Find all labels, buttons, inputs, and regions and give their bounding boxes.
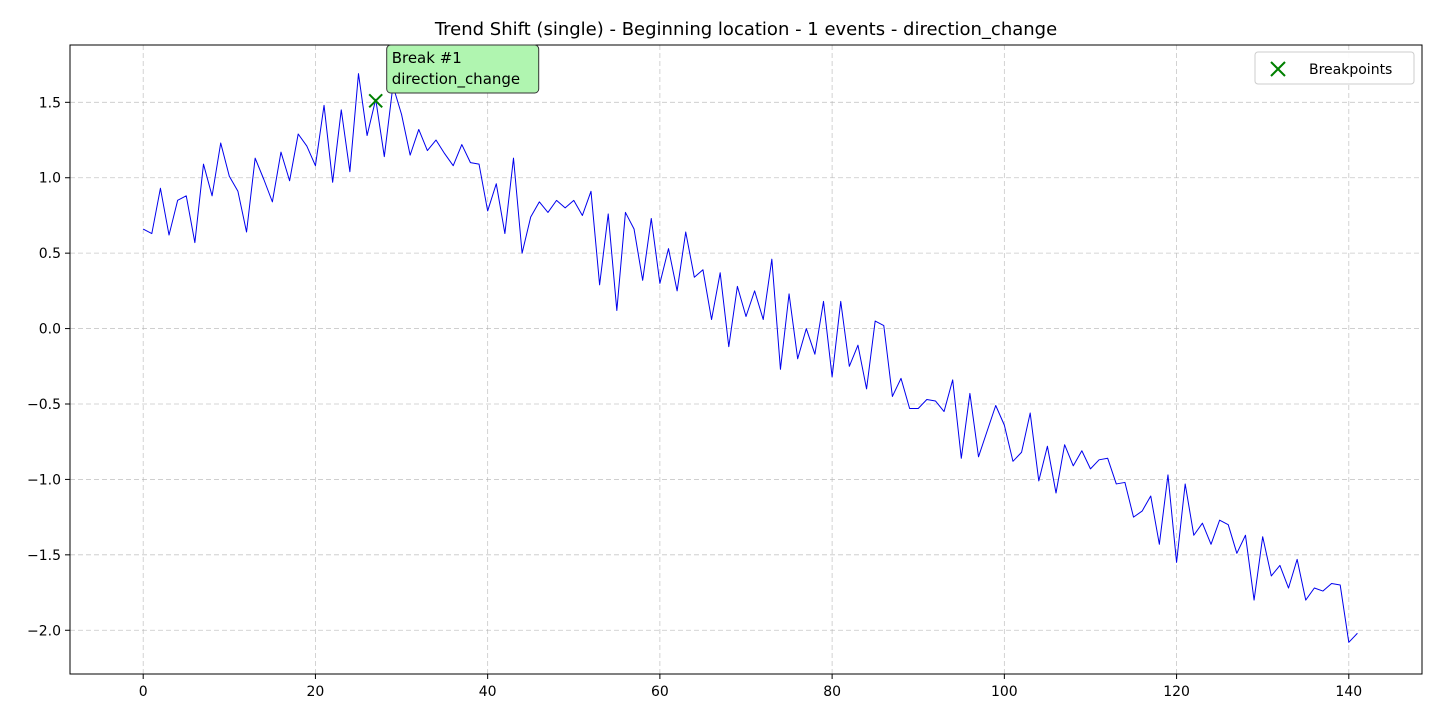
legend-marker — [1270, 61, 1286, 77]
legend[interactable]: Breakpoints — [1254, 51, 1415, 85]
y-tick-label: −2.0 — [27, 623, 61, 639]
annotation-line-1: Break #1 — [392, 49, 462, 67]
x-tick-label: 40 — [479, 684, 497, 700]
breakpoint-marker — [368, 93, 383, 109]
x-tick-label: 60 — [651, 684, 669, 700]
series-layer — [142, 73, 1358, 643]
legend-label: Breakpoints — [1309, 62, 1392, 78]
y-tick-label: 1.5 — [39, 95, 61, 111]
annotation-line-2: direction_change — [392, 70, 520, 89]
grid-lines — [70, 45, 1422, 674]
breakpoint-annotation: Break #1 direction_change — [386, 44, 540, 94]
y-tick-label: 0.0 — [39, 322, 61, 338]
y-tick-label: −1.5 — [27, 548, 61, 564]
x-tick-label: 120 — [1163, 684, 1190, 700]
x-tick-label: 0 — [139, 684, 148, 700]
y-tick-label: −0.5 — [27, 397, 61, 413]
series-line — [142, 73, 1358, 643]
x-tick-label: 140 — [1335, 684, 1362, 700]
x-tick-label: 100 — [991, 684, 1018, 700]
y-tick-label: 1.0 — [39, 171, 61, 187]
annotation-box — [386, 44, 540, 94]
chart-title: Trend Shift (single) - Beginning locatio… — [434, 19, 1057, 40]
y-tick-label: 0.5 — [39, 246, 61, 262]
plot-frame — [69, 44, 1423, 675]
y-tick-label: −1.0 — [27, 472, 61, 488]
x-tick-label: 80 — [823, 684, 841, 700]
annotation-layer: Break #1 direction_change — [386, 44, 540, 94]
x-tick-label: 20 — [307, 684, 325, 700]
breakpoint-layer — [368, 93, 383, 109]
legend-box — [1254, 51, 1415, 85]
x-axis-ticks: 0 20 40 60 80 100 120 140 — [139, 674, 1362, 700]
y-axis-ticks: −2.0 −1.5 −1.0 −0.5 0.0 0.5 1.0 1.5 — [27, 95, 70, 639]
